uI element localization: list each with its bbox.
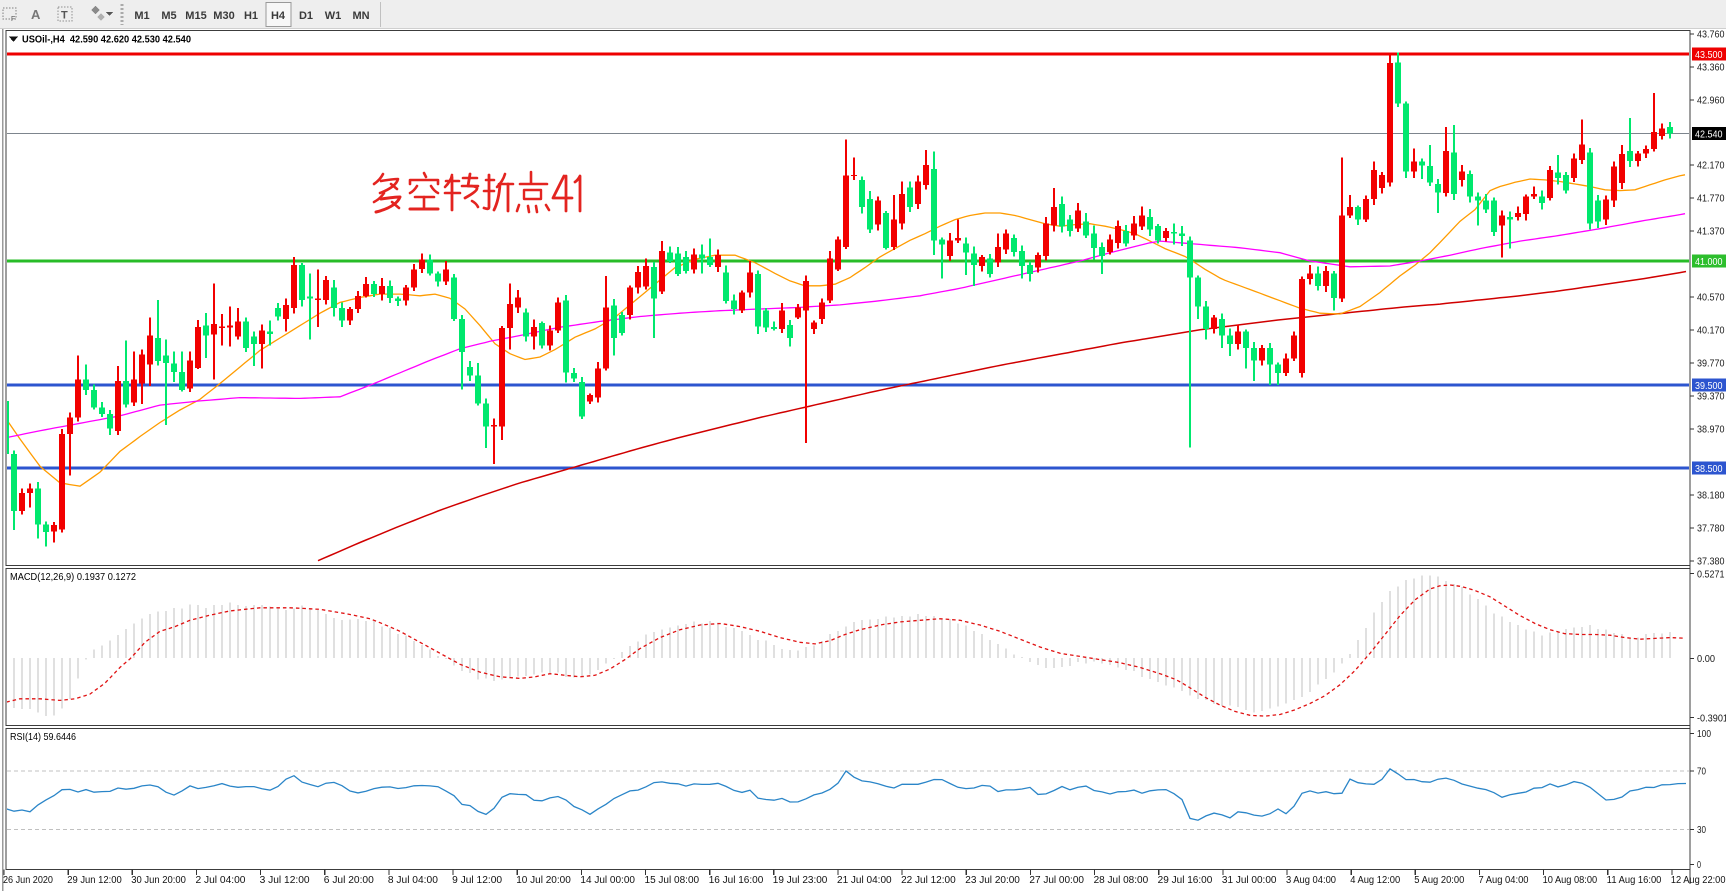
svg-text:0.00: 0.00 (1697, 653, 1715, 665)
svg-text:2 Jul 04:00: 2 Jul 04:00 (196, 875, 246, 886)
svg-text:29 Jul 16:00: 29 Jul 16:00 (1158, 875, 1213, 886)
svg-text:3 Jul 12:00: 3 Jul 12:00 (260, 875, 310, 886)
svg-text:42.170: 42.170 (1697, 160, 1725, 172)
svg-text:42.960: 42.960 (1697, 95, 1725, 107)
svg-text:23 Jul 20:00: 23 Jul 20:00 (965, 875, 1020, 886)
svg-text:H1: H1 (244, 10, 258, 22)
svg-text:30 Jun 20:00: 30 Jun 20:00 (131, 875, 186, 886)
svg-text:5 Aug 20:00: 5 Aug 20:00 (1414, 875, 1464, 886)
svg-text:10 Aug 08:00: 10 Aug 08:00 (1543, 875, 1598, 886)
svg-text:14 Jul 00:00: 14 Jul 00:00 (580, 875, 635, 886)
svg-text:-0.3901: -0.3901 (1697, 712, 1726, 724)
svg-text:100: 100 (1697, 728, 1711, 740)
svg-text:37.780: 37.780 (1697, 523, 1725, 535)
svg-text:USOil-,H4 42.590 42.620 42.53: USOil-,H4 42.590 42.620 42.530 42.540 (22, 34, 191, 46)
svg-text:D1: D1 (299, 10, 313, 22)
svg-text:43.360: 43.360 (1697, 62, 1725, 74)
svg-text:A: A (31, 7, 41, 22)
svg-text:RSI(14) 59.6446: RSI(14) 59.6446 (10, 731, 76, 743)
svg-text:12 Aug 22:00: 12 Aug 22:00 (1671, 875, 1726, 886)
svg-text:19 Jul 23:00: 19 Jul 23:00 (773, 875, 828, 886)
svg-text:31 Jul 00:00: 31 Jul 00:00 (1222, 875, 1277, 886)
svg-text:39.500: 39.500 (1695, 380, 1723, 392)
svg-text:37.380: 37.380 (1697, 556, 1725, 568)
svg-text:40.570: 40.570 (1697, 292, 1725, 304)
svg-text:38.180: 38.180 (1697, 490, 1725, 502)
svg-text:15 Jul 08:00: 15 Jul 08:00 (645, 875, 700, 886)
svg-text:4 Aug 12:00: 4 Aug 12:00 (1350, 875, 1400, 886)
svg-text:41.370: 41.370 (1697, 226, 1725, 238)
svg-text:M30: M30 (213, 10, 234, 22)
svg-text:70: 70 (1697, 766, 1706, 778)
svg-text:6 Jul 20:00: 6 Jul 20:00 (324, 875, 374, 886)
svg-text:0: 0 (1697, 859, 1701, 871)
svg-text:21 Jul 04:00: 21 Jul 04:00 (837, 875, 892, 886)
svg-text:39.370: 39.370 (1697, 391, 1725, 403)
svg-text:43.500: 43.500 (1695, 49, 1723, 61)
svg-text:43.760: 43.760 (1697, 29, 1725, 41)
svg-text:41.770: 41.770 (1697, 193, 1725, 205)
svg-text:30: 30 (1697, 824, 1706, 836)
svg-text:M15: M15 (185, 10, 206, 22)
svg-text:40.170: 40.170 (1697, 325, 1725, 337)
svg-text:MN: MN (352, 10, 369, 22)
svg-text:8 Jul 04:00: 8 Jul 04:00 (388, 875, 438, 886)
svg-text:T: T (61, 10, 68, 22)
svg-text:H4: H4 (271, 10, 286, 22)
svg-text:38.970: 38.970 (1697, 424, 1725, 436)
svg-text:10 Jul 20:00: 10 Jul 20:00 (516, 875, 571, 886)
svg-text:MACD(12,26,9) 0.1937 0.1272: MACD(12,26,9) 0.1937 0.1272 (10, 571, 136, 583)
svg-text:7 Aug 04:00: 7 Aug 04:00 (1479, 875, 1529, 886)
svg-text:27 Jul 00:00: 27 Jul 00:00 (1029, 875, 1084, 886)
svg-text:M1: M1 (134, 10, 149, 22)
svg-text:11 Aug 16:00: 11 Aug 16:00 (1607, 875, 1662, 886)
svg-text:9 Jul 12:00: 9 Jul 12:00 (452, 875, 502, 886)
svg-text:F: F (11, 16, 15, 23)
svg-text:41.000: 41.000 (1695, 256, 1723, 268)
svg-text:0.5271: 0.5271 (1697, 569, 1725, 581)
svg-text:26 Jun 2020: 26 Jun 2020 (3, 875, 53, 886)
svg-text:22 Jul 12:00: 22 Jul 12:00 (901, 875, 956, 886)
svg-text:W1: W1 (325, 10, 342, 22)
svg-text:29 Jun 12:00: 29 Jun 12:00 (67, 875, 122, 886)
svg-text:3 Aug 04:00: 3 Aug 04:00 (1286, 875, 1336, 886)
svg-text:38.500: 38.500 (1695, 463, 1723, 475)
svg-text:M5: M5 (161, 10, 176, 22)
svg-text:42.540: 42.540 (1695, 128, 1723, 140)
svg-text:16 Jul 16:00: 16 Jul 16:00 (709, 875, 764, 886)
svg-text:28 Jul 08:00: 28 Jul 08:00 (1094, 875, 1149, 886)
svg-text:39.770: 39.770 (1697, 358, 1725, 370)
